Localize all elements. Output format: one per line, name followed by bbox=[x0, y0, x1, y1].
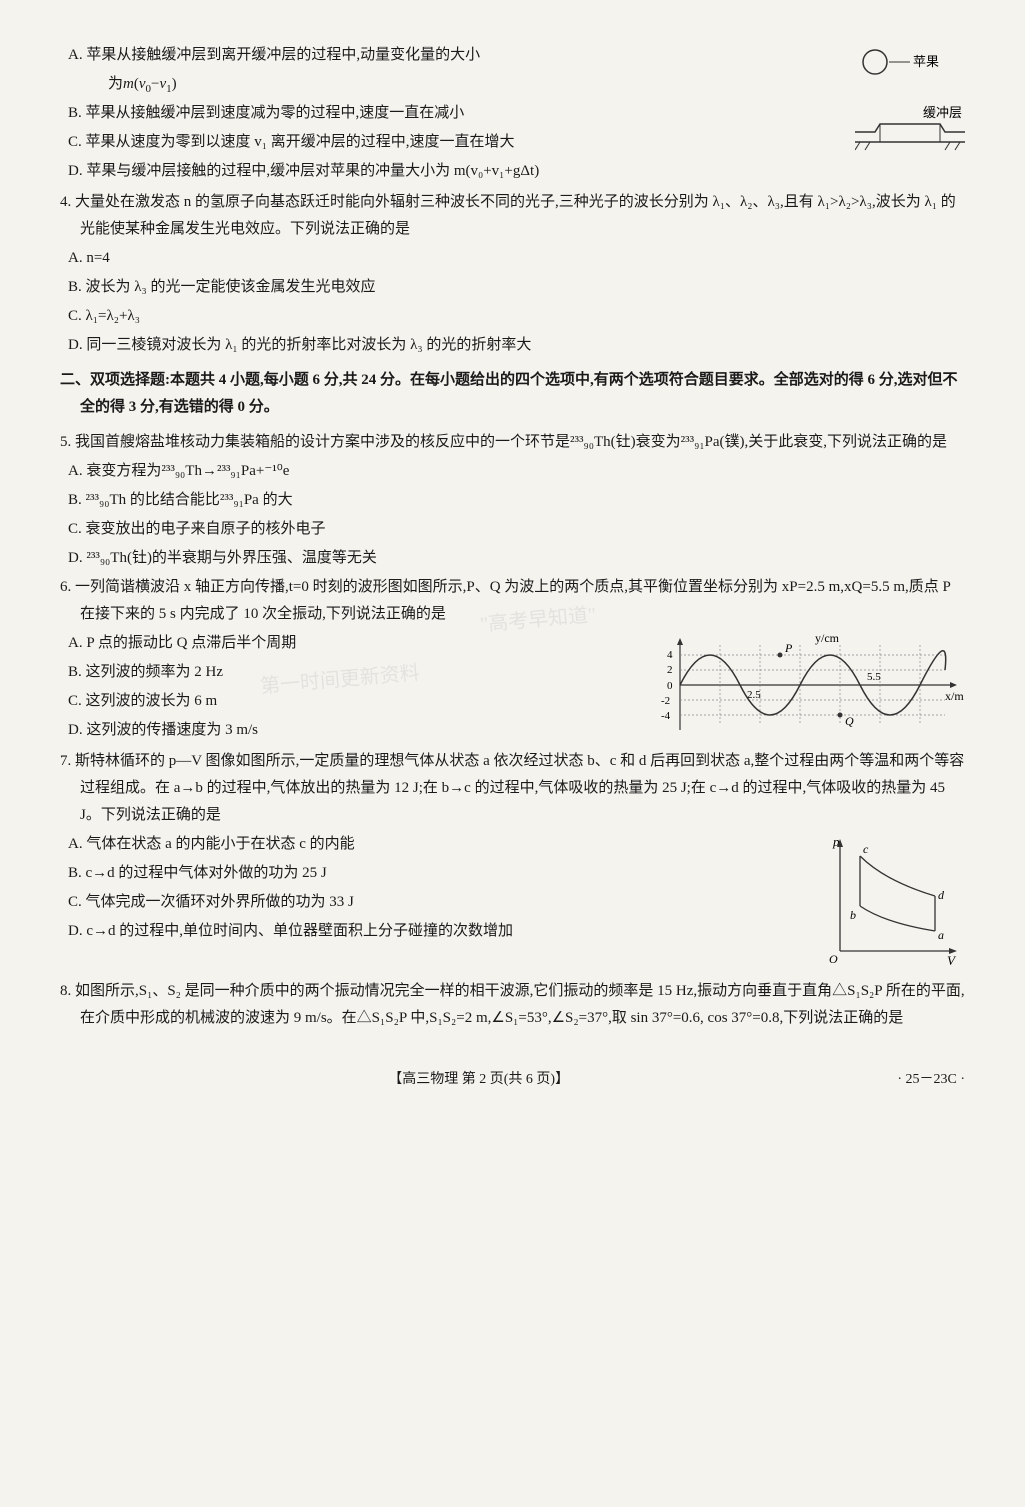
v-axis-label: V bbox=[947, 953, 957, 968]
svg-text:a: a bbox=[938, 928, 944, 942]
svg-text:2: 2 bbox=[667, 664, 673, 676]
q7-stem: 7. 斯特林循环的 p—V 图像如图所示,一定质量的理想气体从状态 a 依次经过… bbox=[60, 748, 965, 829]
footer-page: 【高三物理 第 2 页(共 6 页)】 bbox=[388, 1072, 569, 1087]
svg-text:-2: -2 bbox=[661, 695, 670, 707]
page-content: 苹果 缓冲层 A. 苹果从接触缓冲层到离开缓冲层的过程中,动量变化量的大小 为m… bbox=[60, 42, 965, 1092]
x-axis-label: x/m bbox=[945, 689, 964, 703]
q4-stem: 4. 大量处在激发态 n 的氢原子向基态跃迁时能向外辐射三种波长不同的光子,三种… bbox=[60, 189, 965, 243]
q4-option-d: D. 同一三棱镜对波长为 λ₁ 的光的折射率比对波长为 λ₃ 的光的折射率大 bbox=[60, 332, 965, 359]
y-axis-label: y/cm bbox=[815, 631, 840, 645]
q4-option-a: A. n=4 bbox=[60, 245, 965, 272]
q6-stem: 6. 一列简谐横波沿 x 轴正方向传播,t=0 时刻的波形图如图所示,P、Q 为… bbox=[60, 574, 965, 628]
q5-option-b: B. ²³³₉₀Th 的比结合能比²³³₉₁Pa 的大 bbox=[60, 487, 965, 514]
q5-option-c: C. 衰变放出的电子来自原子的核外电子 bbox=[60, 516, 965, 543]
q3-option-a-line2: 为m(v0−v1) bbox=[60, 71, 965, 98]
apple-buffer-diagram: 苹果 缓冲层 bbox=[855, 42, 965, 162]
section2-header: 二、双项选择题:本题共 4 小题,每小题 6 分,共 24 分。在每小题给出的四… bbox=[60, 367, 965, 421]
footer-code: · 25－23C · bbox=[897, 1067, 965, 1092]
q4-option-b: B. 波长为 λ₃ 的光一定能使该金属发生光电效应 bbox=[60, 274, 965, 301]
apple-label: 苹果 bbox=[913, 54, 939, 69]
q5-option-a: A. 衰变方程为²³³₉₀Th→²³³₉₁Pa+⁻¹⁰e bbox=[60, 458, 965, 485]
svg-text:c: c bbox=[863, 842, 869, 856]
svg-text:-4: -4 bbox=[661, 710, 671, 722]
pv-diagram: p V O c d a b bbox=[815, 831, 965, 971]
q3-option-a-line1: A. 苹果从接触缓冲层到离开缓冲层的过程中,动量变化量的大小 bbox=[60, 42, 965, 69]
svg-text:0: 0 bbox=[667, 680, 673, 692]
q-label: Q bbox=[845, 714, 854, 728]
q4-option-c: C. λ₁=λ₂+λ₃ bbox=[60, 303, 965, 330]
svg-text:5.5: 5.5 bbox=[867, 671, 881, 683]
page-footer: 【高三物理 第 2 页(共 6 页)】 · 25－23C · bbox=[60, 1067, 965, 1092]
origin-label: O bbox=[829, 952, 838, 966]
svg-text:b: b bbox=[850, 908, 856, 922]
q5-stem: 5. 我国首艘熔盐堆核动力集装箱船的设计方案中涉及的核反应中的一个环节是²³³₉… bbox=[60, 429, 965, 456]
q3-option-c: C. 苹果从速度为零到以速度 v₁ 离开缓冲层的过程中,速度一直在增大 bbox=[60, 129, 965, 156]
svg-text:2.5: 2.5 bbox=[747, 689, 761, 701]
buffer-label: 缓冲层 bbox=[923, 105, 962, 120]
p-label: P bbox=[784, 641, 793, 655]
svg-text:d: d bbox=[938, 888, 945, 902]
svg-text:4: 4 bbox=[667, 649, 673, 661]
q5-option-d: D. ²³³₉₀Th(钍)的半衰期与外界压强、温度等无关 bbox=[60, 545, 965, 572]
q3-option-b: B. 苹果从接触缓冲层到速度减为零的过程中,速度一直在减小 bbox=[60, 100, 965, 127]
q8-stem: 8. 如图所示,S₁、S₂ 是同一种介质中的两个振动情况完全一样的相干波源,它们… bbox=[60, 978, 965, 1032]
q3-option-d: D. 苹果与缓冲层接触的过程中,缓冲层对苹果的冲量大小为 m(v₀+v₁+gΔt… bbox=[60, 158, 965, 185]
wave-diagram: y/cm x/m 4 2 0 bbox=[645, 630, 965, 740]
